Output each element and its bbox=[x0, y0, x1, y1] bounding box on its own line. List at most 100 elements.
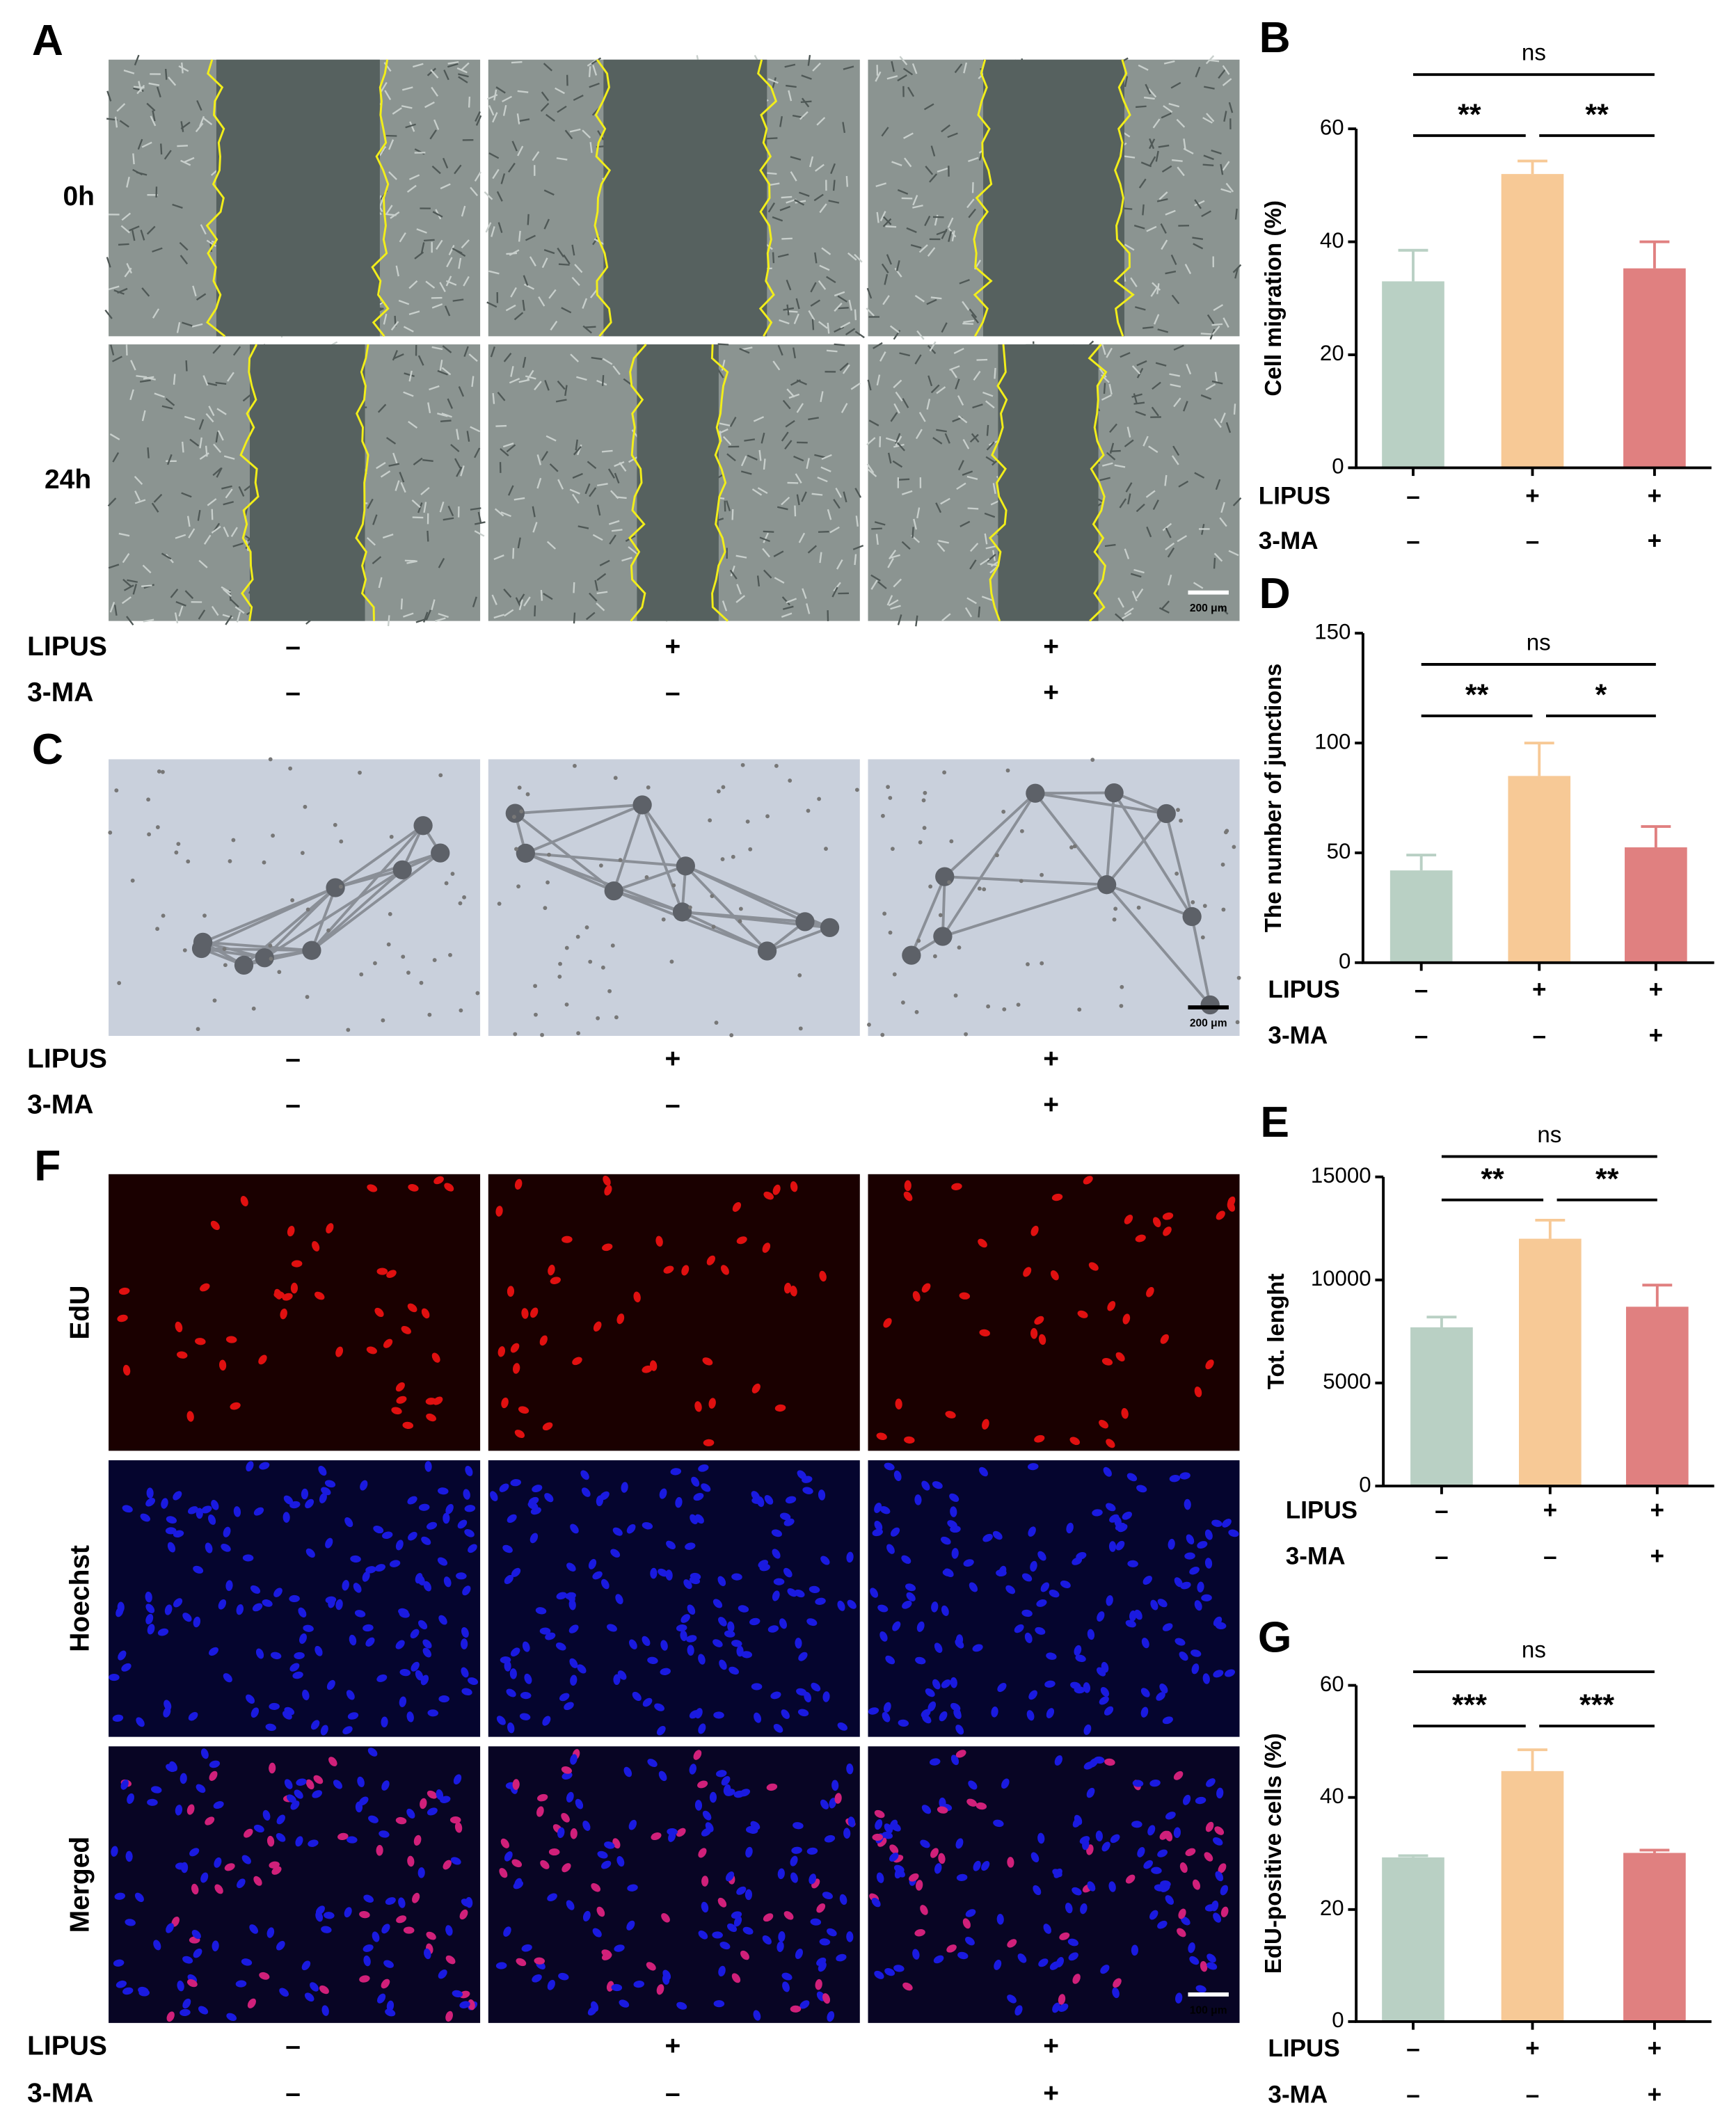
cell bbox=[913, 518, 917, 530]
cell bbox=[437, 413, 448, 417]
nucleus bbox=[1027, 1463, 1039, 1471]
debris bbox=[373, 961, 377, 966]
cell bbox=[468, 353, 478, 362]
cell bbox=[180, 121, 184, 132]
nucleus bbox=[376, 1674, 388, 1682]
nucleus bbox=[1227, 1201, 1236, 1212]
cell bbox=[460, 62, 470, 71]
cell bbox=[1220, 502, 1225, 513]
node bbox=[1026, 783, 1045, 803]
cell bbox=[395, 265, 399, 277]
cell bbox=[484, 191, 493, 200]
nucleus bbox=[717, 1897, 727, 1908]
nucleus bbox=[504, 1574, 513, 1585]
cell bbox=[801, 74, 812, 80]
cell bbox=[948, 231, 953, 242]
nucleus bbox=[500, 1838, 509, 1848]
nucleus bbox=[616, 1313, 625, 1325]
nucleus bbox=[1044, 1680, 1056, 1688]
nucleus bbox=[1201, 1594, 1212, 1601]
cell bbox=[1228, 550, 1239, 557]
cell bbox=[793, 347, 796, 359]
cell bbox=[795, 473, 802, 483]
debris bbox=[1221, 907, 1226, 912]
nucleus bbox=[940, 1536, 951, 1545]
nucleus bbox=[577, 1664, 587, 1674]
cell bbox=[744, 438, 756, 442]
condition-sign: + bbox=[1043, 1044, 1059, 1073]
cell bbox=[517, 537, 521, 549]
nucleus bbox=[724, 1789, 735, 1796]
cell bbox=[1109, 442, 1115, 454]
nucleus bbox=[535, 1607, 547, 1615]
tube bbox=[941, 792, 1037, 938]
nucleus bbox=[399, 1669, 411, 1677]
bar bbox=[1625, 847, 1687, 963]
cell bbox=[494, 508, 504, 517]
nucleus bbox=[570, 1828, 578, 1839]
nucleus bbox=[385, 1897, 396, 1905]
nucleus bbox=[694, 1401, 702, 1412]
nucleus bbox=[1099, 1419, 1108, 1429]
debris bbox=[547, 852, 551, 857]
cell bbox=[1195, 66, 1201, 78]
nucleus bbox=[582, 1821, 591, 1831]
cell bbox=[963, 319, 975, 323]
nucleus bbox=[670, 1468, 682, 1476]
debris bbox=[584, 925, 589, 930]
cell bbox=[427, 530, 429, 542]
cell bbox=[757, 487, 768, 494]
nucleus bbox=[884, 1823, 893, 1834]
nucleus bbox=[312, 1240, 320, 1252]
cell bbox=[1163, 60, 1175, 65]
nucleus bbox=[602, 1243, 613, 1252]
cell bbox=[474, 171, 481, 182]
nucleus bbox=[226, 2013, 237, 2022]
nucleus bbox=[1152, 1217, 1161, 1228]
cell bbox=[443, 517, 454, 521]
debris bbox=[982, 887, 987, 892]
cell bbox=[503, 352, 512, 362]
cell bbox=[779, 205, 791, 211]
cell bbox=[901, 490, 913, 495]
cell bbox=[589, 82, 600, 88]
cell bbox=[819, 203, 827, 214]
cell bbox=[518, 593, 525, 604]
cell bbox=[819, 264, 830, 271]
cell bbox=[589, 487, 597, 497]
row-label: EdU bbox=[65, 1286, 95, 1340]
nucleus bbox=[461, 1627, 469, 1638]
nucleus bbox=[874, 1970, 884, 1979]
nucleus bbox=[391, 1407, 402, 1415]
nucleus bbox=[304, 1992, 314, 2002]
nucleus bbox=[982, 1533, 993, 1542]
cell bbox=[966, 475, 978, 480]
nucleus bbox=[499, 1868, 508, 1878]
significance-label: * bbox=[1595, 678, 1607, 712]
cell bbox=[1101, 394, 1112, 401]
nucleus bbox=[325, 1537, 333, 1549]
cell bbox=[132, 230, 136, 241]
debris bbox=[745, 820, 750, 824]
condition-sign: + bbox=[1043, 632, 1059, 662]
nucleus bbox=[655, 1236, 663, 1247]
nucleus bbox=[1180, 1916, 1190, 1926]
nucleus bbox=[346, 1690, 355, 1700]
nucleus bbox=[210, 1220, 220, 1231]
cell bbox=[523, 283, 534, 290]
debris bbox=[669, 959, 674, 964]
nucleus bbox=[379, 1830, 390, 1838]
nucleus bbox=[676, 1624, 687, 1632]
cell bbox=[835, 487, 842, 498]
nucleus bbox=[291, 1260, 303, 1268]
cell bbox=[607, 468, 616, 479]
cell bbox=[470, 507, 481, 511]
nucleus bbox=[145, 1604, 155, 1613]
nucleus bbox=[504, 1851, 513, 1862]
cell bbox=[445, 275, 452, 287]
cell bbox=[1142, 326, 1154, 329]
y-axis-label: EdU-positive cells (%) bbox=[1261, 1733, 1287, 1974]
nucleus bbox=[570, 1675, 578, 1686]
debris bbox=[444, 881, 449, 886]
nucleus bbox=[628, 1639, 637, 1649]
